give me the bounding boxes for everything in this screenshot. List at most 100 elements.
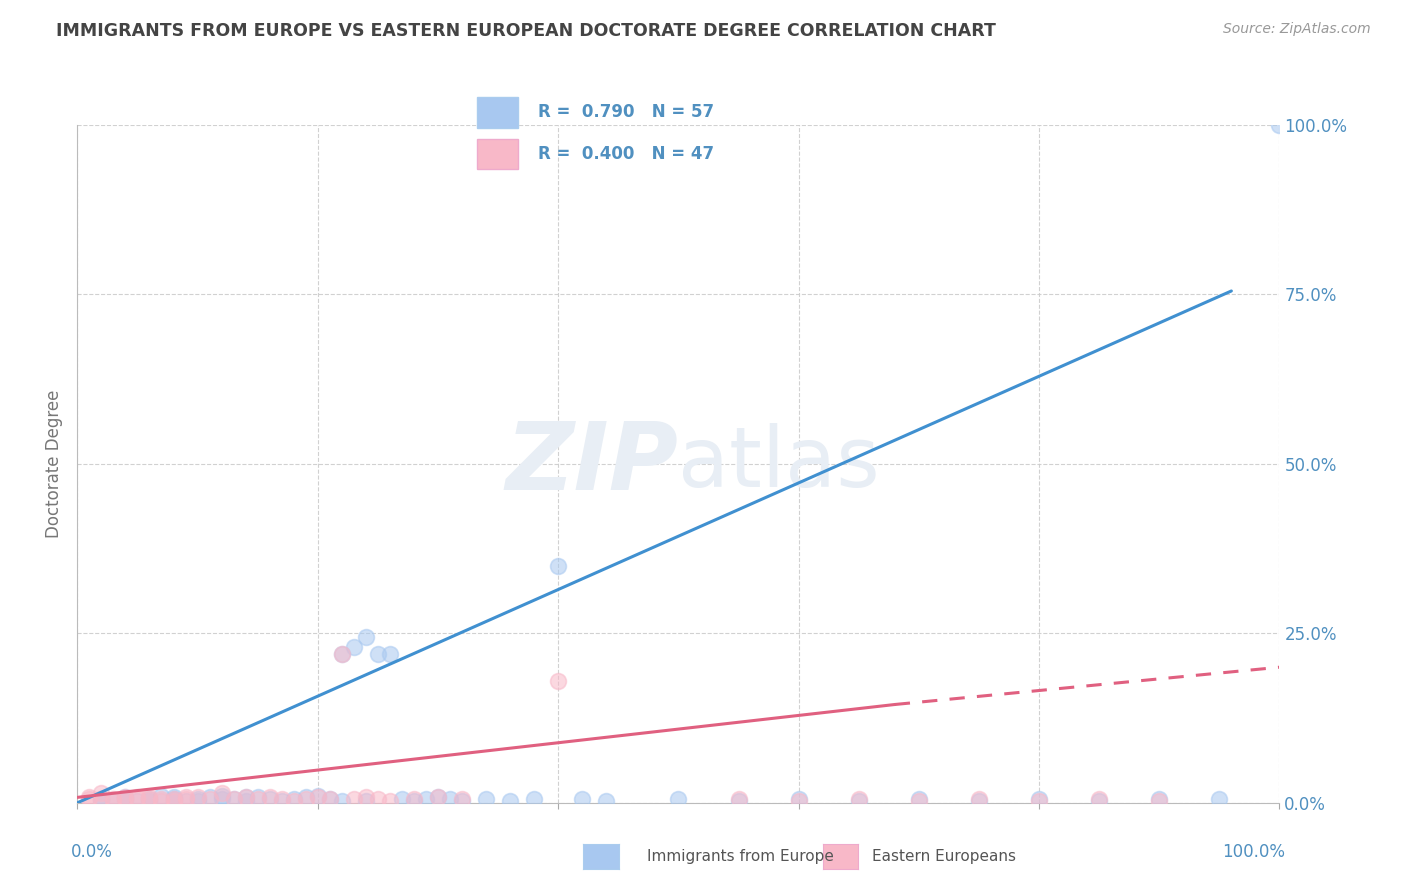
Point (967, 792, 990, 806)
Point (330, 647, 353, 661)
Point (79, 790, 101, 805)
Point (186, 792, 209, 806)
Point (908, 794, 931, 808)
Point (415, 792, 437, 806)
Point (967, 794, 990, 808)
Point (174, 794, 197, 808)
FancyBboxPatch shape (478, 139, 517, 169)
Point (402, 792, 425, 806)
Point (150, 789, 173, 803)
Point (439, 792, 461, 806)
Point (354, 630, 377, 644)
Point (307, 789, 329, 803)
Point (547, 558, 569, 573)
Point (354, 794, 377, 808)
Point (90, 792, 112, 806)
Point (451, 792, 474, 806)
Point (114, 790, 136, 805)
Point (235, 794, 257, 808)
Text: 0.0%: 0.0% (72, 844, 114, 862)
Point (343, 792, 366, 806)
Point (378, 647, 401, 661)
Point (319, 792, 342, 806)
Point (259, 792, 281, 806)
Point (547, 673, 569, 688)
Point (330, 794, 353, 808)
FancyBboxPatch shape (478, 97, 517, 128)
Point (294, 790, 316, 805)
Point (211, 792, 233, 806)
Y-axis label: Doctorate Degree: Doctorate Degree (45, 390, 63, 538)
Point (427, 790, 450, 805)
Point (90, 794, 112, 808)
Point (246, 790, 269, 805)
Point (1088, 794, 1111, 808)
Point (475, 792, 498, 806)
Point (270, 792, 292, 806)
Point (595, 794, 617, 808)
Point (378, 794, 401, 808)
Point (174, 790, 197, 805)
Point (259, 790, 281, 805)
Point (79, 792, 101, 806)
Point (138, 792, 160, 806)
Point (198, 792, 221, 806)
Point (319, 792, 342, 806)
Point (727, 794, 749, 808)
Point (174, 792, 197, 806)
Point (427, 790, 450, 805)
Point (103, 794, 125, 808)
Text: Eastern Europeans: Eastern Europeans (872, 849, 1015, 863)
Text: R =  0.400   N = 47: R = 0.400 N = 47 (538, 145, 714, 163)
Point (198, 790, 221, 805)
Point (367, 647, 389, 661)
Point (150, 792, 173, 806)
Point (848, 792, 870, 806)
Point (294, 792, 316, 806)
Text: ZIP: ZIP (506, 417, 679, 510)
Point (150, 794, 173, 808)
Point (235, 790, 257, 805)
Point (162, 794, 184, 808)
Point (451, 794, 474, 808)
Point (283, 792, 305, 806)
Point (186, 794, 209, 808)
Point (499, 794, 522, 808)
Point (330, 647, 353, 661)
Point (1208, 792, 1230, 806)
Point (283, 794, 305, 808)
Point (127, 792, 149, 806)
Point (727, 792, 749, 806)
Text: Source: ZipAtlas.com: Source: ZipAtlas.com (1223, 22, 1371, 37)
Text: R =  0.790   N = 57: R = 0.790 N = 57 (538, 103, 714, 121)
Point (246, 792, 269, 806)
Point (222, 792, 245, 806)
Point (1268, 118, 1291, 132)
Point (270, 794, 292, 808)
Text: IMMIGRANTS FROM EUROPE VS EASTERN EUROPEAN DOCTORATE DEGREE CORRELATION CHART: IMMIGRANTS FROM EUROPE VS EASTERN EUROPE… (56, 22, 995, 40)
Point (343, 640, 366, 654)
Point (138, 790, 160, 805)
Point (668, 792, 690, 806)
Point (848, 794, 870, 808)
Point (787, 794, 810, 808)
Point (222, 792, 245, 806)
Point (908, 792, 931, 806)
Point (391, 792, 413, 806)
Point (211, 789, 233, 803)
Point (127, 794, 149, 808)
Text: 100.0%: 100.0% (1222, 844, 1285, 862)
Text: atlas: atlas (679, 424, 880, 504)
Point (103, 794, 125, 808)
Point (138, 792, 160, 806)
Point (307, 790, 329, 805)
Point (367, 792, 389, 806)
Point (127, 790, 149, 805)
Point (1149, 794, 1171, 808)
Point (1028, 794, 1050, 808)
Point (1028, 792, 1050, 806)
Point (571, 792, 593, 806)
Text: Immigrants from Europe: Immigrants from Europe (647, 849, 834, 863)
Point (1088, 792, 1111, 806)
Point (523, 792, 546, 806)
